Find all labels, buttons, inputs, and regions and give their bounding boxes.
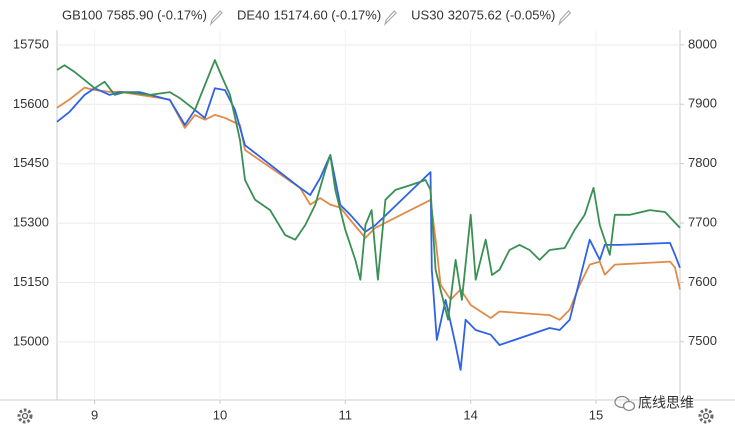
watermark: 底线思维 xyxy=(638,395,694,411)
y2-tick-label: 7700 xyxy=(688,214,717,229)
series-line xyxy=(56,86,681,321)
y2-tick-label: 8000 xyxy=(688,36,717,51)
y2-tick-label: 7900 xyxy=(688,96,717,111)
y-tick-label: 15300 xyxy=(13,215,49,230)
series-line xyxy=(56,87,681,371)
edit-icon[interactable] xyxy=(558,10,572,26)
x-tick-label: 15 xyxy=(589,407,603,422)
y-tick-label: 15150 xyxy=(13,274,49,289)
x-tick-label: 11 xyxy=(339,407,353,422)
edit-icon[interactable] xyxy=(209,10,223,26)
series-line xyxy=(56,59,681,321)
legend: GB100 7585.90 (-0.17%) DE40 15174.60 (-0.17… xyxy=(62,7,572,26)
legend-value: 15174.60 (-0.17%) xyxy=(273,7,381,22)
edit-icon[interactable] xyxy=(384,10,398,26)
x-tick-label: 10 xyxy=(213,407,227,422)
x-tick-label: 9 xyxy=(91,407,98,422)
y2-tick-label: 7800 xyxy=(688,155,717,170)
y2-tick-label: 7600 xyxy=(688,274,717,289)
y2-tick-label: 7500 xyxy=(688,333,717,348)
legend-value: 32075.62 (-0.05%) xyxy=(448,7,556,22)
edit-icon-shape xyxy=(209,10,223,26)
grid xyxy=(57,30,680,400)
legend-name: US30 xyxy=(411,7,444,22)
legend-name: GB100 xyxy=(62,7,102,22)
y-tick-label: 15450 xyxy=(13,155,49,170)
y-tick-label: 15750 xyxy=(13,36,49,51)
settings-icon[interactable] xyxy=(17,408,33,424)
legend-value: 7585.90 (-0.17%) xyxy=(106,7,206,22)
x-tick-label: 14 xyxy=(463,407,477,422)
edit-icon-shape xyxy=(384,10,398,26)
legend-name: DE40 xyxy=(237,7,270,22)
edit-icon-shape xyxy=(558,10,572,26)
y-tick-label: 15600 xyxy=(13,96,49,111)
y-tick-label: 15000 xyxy=(13,333,49,348)
watermark-icon xyxy=(614,395,636,412)
settings-icon[interactable] xyxy=(698,408,714,424)
